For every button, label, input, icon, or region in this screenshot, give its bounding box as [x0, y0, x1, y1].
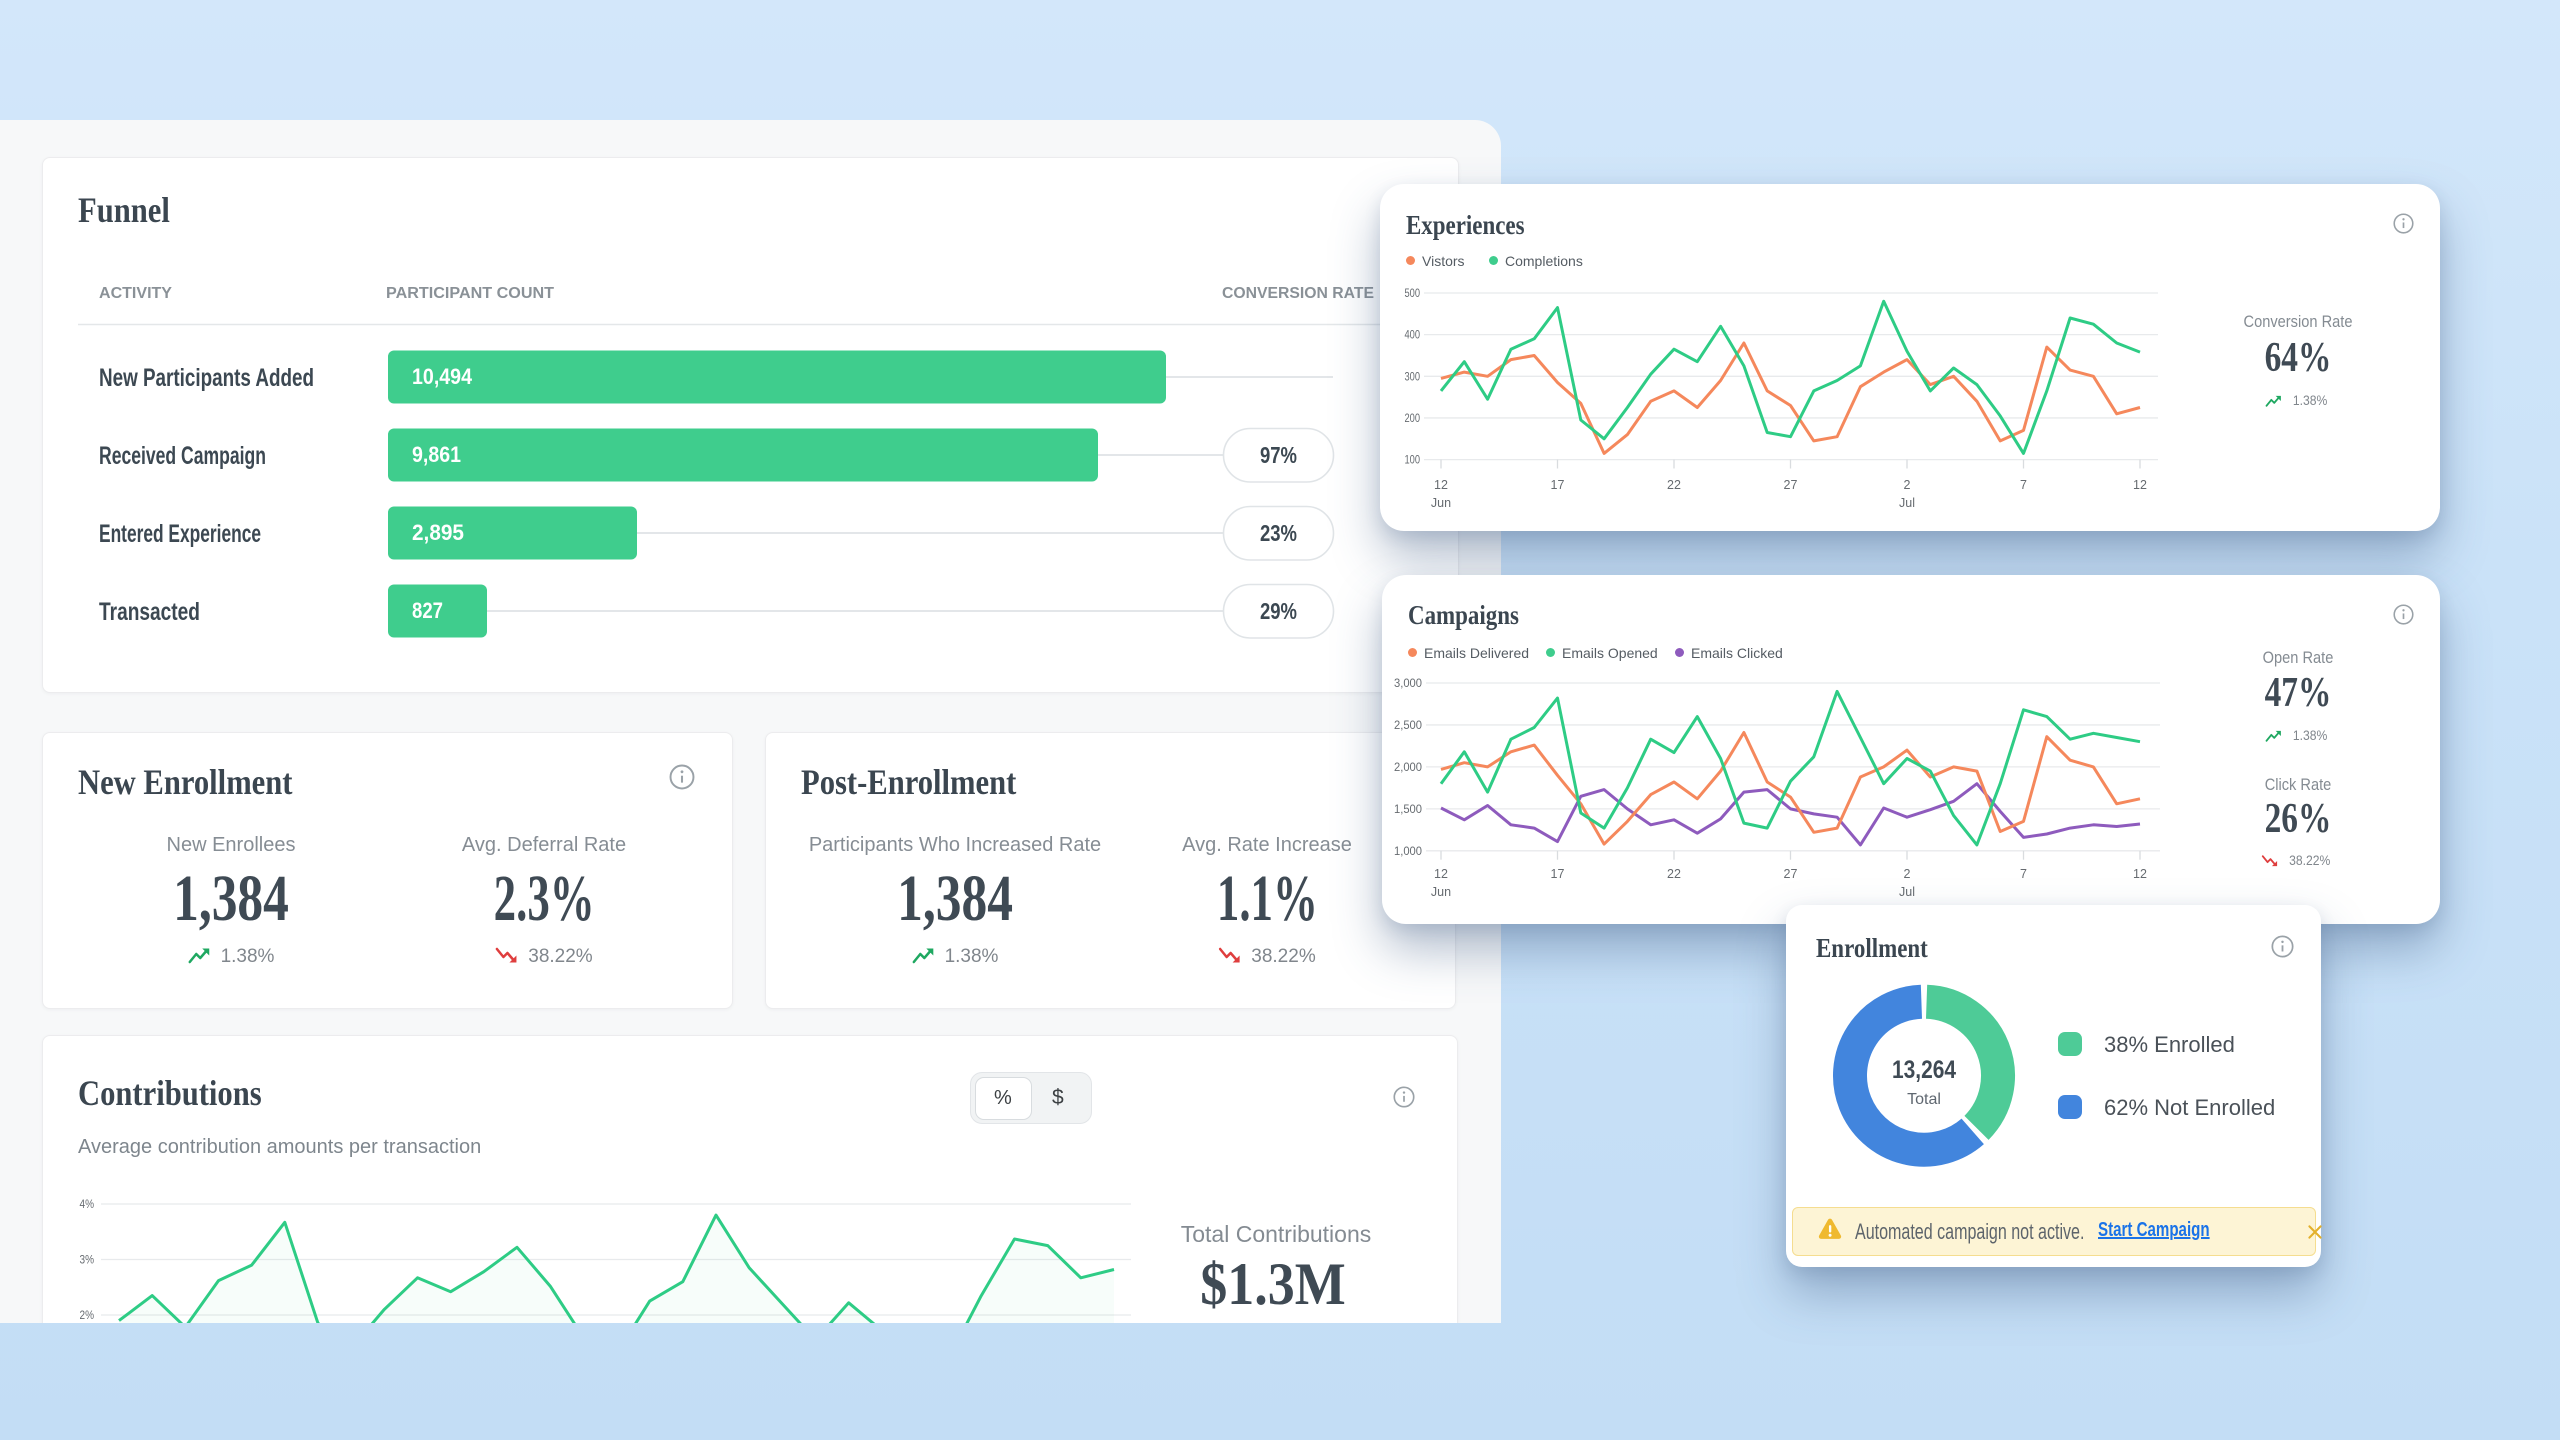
- svg-text:Total: Total: [1907, 1091, 1941, 1108]
- svg-text:27: 27: [1784, 478, 1798, 492]
- svg-text:17: 17: [1551, 478, 1565, 492]
- svg-text:97%: 97%: [1260, 442, 1297, 468]
- svg-text:1,500: 1,500: [1394, 804, 1422, 816]
- svg-text:2%: 2%: [80, 1308, 95, 1322]
- svg-text:Received Campaign: Received Campaign: [99, 442, 266, 470]
- svg-text:7: 7: [2020, 867, 2027, 881]
- svg-text:17: 17: [1551, 867, 1565, 881]
- svg-text:29%: 29%: [1260, 598, 1297, 624]
- svg-text:62% Not Enrolled: 62% Not Enrolled: [2104, 1095, 2275, 1120]
- svg-text:10,494: 10,494: [412, 364, 473, 389]
- svg-text:100: 100: [1405, 455, 1421, 467]
- svg-text:27: 27: [1784, 867, 1798, 881]
- svg-text:23%: 23%: [1260, 520, 1297, 546]
- svg-text:Jun: Jun: [1431, 496, 1451, 510]
- svg-text:Jul: Jul: [1899, 885, 1915, 899]
- svg-text:ACTIVITY: ACTIVITY: [99, 285, 172, 302]
- svg-text:New Participants Added: New Participants Added: [99, 364, 314, 392]
- svg-text:2: 2: [1904, 867, 1911, 881]
- svg-text:Entered Experience: Entered Experience: [99, 520, 261, 548]
- svg-text:2: 2: [1904, 478, 1911, 492]
- svg-text:12: 12: [2133, 478, 2147, 492]
- svg-text:13,264: 13,264: [1892, 1056, 1956, 1084]
- svg-text:12: 12: [1434, 478, 1448, 492]
- svg-text:12: 12: [1434, 867, 1448, 881]
- svg-text:CONVERSION RATE: CONVERSION RATE: [1222, 285, 1374, 302]
- svg-text:7: 7: [2020, 478, 2027, 492]
- svg-text:3%: 3%: [80, 1253, 95, 1267]
- svg-text:22: 22: [1667, 478, 1681, 492]
- svg-text:300: 300: [1405, 371, 1421, 383]
- svg-text:2,000: 2,000: [1394, 762, 1422, 774]
- svg-text:9,861: 9,861: [412, 442, 461, 467]
- svg-text:827: 827: [412, 598, 443, 623]
- svg-text:4%: 4%: [80, 1197, 95, 1211]
- svg-text:12: 12: [2133, 867, 2147, 881]
- svg-text:200: 200: [1405, 413, 1421, 425]
- svg-text:22: 22: [1667, 867, 1681, 881]
- svg-text:PARTICIPANT COUNT: PARTICIPANT COUNT: [386, 285, 554, 302]
- svg-text:400: 400: [1405, 330, 1421, 342]
- svg-text:38% Enrolled: 38% Enrolled: [2104, 1032, 2235, 1057]
- svg-text:Jun: Jun: [1431, 885, 1451, 899]
- svg-text:2,500: 2,500: [1394, 720, 1422, 732]
- svg-text:2,895: 2,895: [412, 520, 464, 545]
- svg-text:500: 500: [1405, 288, 1421, 300]
- svg-text:3,000: 3,000: [1394, 678, 1422, 690]
- svg-text:Transacted: Transacted: [99, 598, 200, 626]
- svg-text:Jul: Jul: [1899, 496, 1915, 510]
- svg-text:1,000: 1,000: [1394, 846, 1422, 858]
